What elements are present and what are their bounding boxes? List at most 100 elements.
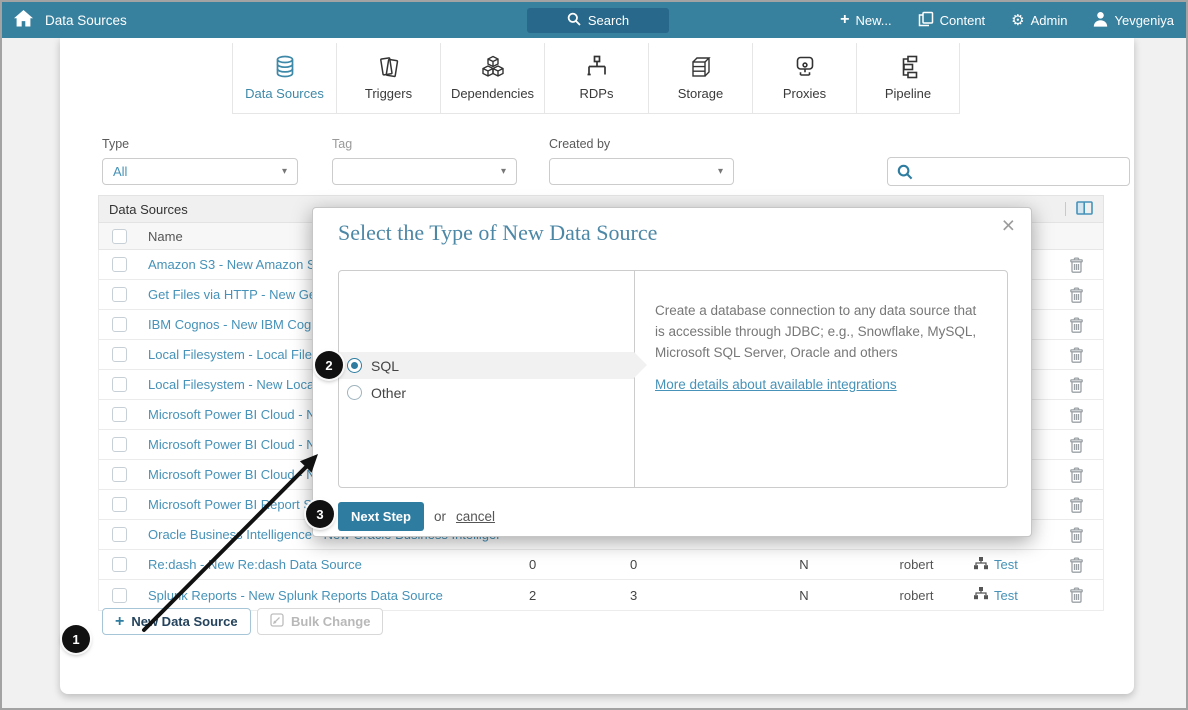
option-sql[interactable]: SQL <box>339 352 647 379</box>
node-tree-icon <box>584 52 610 80</box>
row-checkbox[interactable] <box>111 407 127 422</box>
radio-icon[interactable] <box>347 385 362 400</box>
row-value: 3 <box>630 587 638 603</box>
row-value: N <box>799 587 809 603</box>
option-other[interactable]: Other <box>339 379 634 406</box>
tab-data-sources[interactable]: Data Sources <box>232 43 336 113</box>
proxy-icon <box>792 52 818 80</box>
delete-icon[interactable] <box>1049 406 1103 423</box>
delete-icon[interactable] <box>1049 316 1103 333</box>
step-badge-2: 2 <box>315 351 343 379</box>
row-checkbox[interactable] <box>111 257 127 272</box>
tab-triggers[interactable]: Triggers <box>336 43 440 113</box>
tab-rdps[interactable]: RDPs <box>544 43 648 113</box>
row-value: N <box>799 557 809 572</box>
select-all-checkbox[interactable] <box>111 228 127 244</box>
datasource-link[interactable]: Splunk Reports - New Splunk Reports Data… <box>148 587 443 603</box>
columns-icon[interactable] <box>1076 200 1093 218</box>
tab-storage[interactable]: Storage <box>648 43 752 113</box>
tab-bar: Data Sources Triggers Dependencies RDPs <box>232 43 960 114</box>
gear-icon: ⚙ <box>1011 11 1025 29</box>
name-column-header: Name <box>148 228 183 244</box>
plus-icon: + <box>840 11 850 28</box>
modal-title: Select the Type of New Data Source <box>338 220 658 245</box>
delete-icon[interactable] <box>1049 436 1103 453</box>
user-icon <box>1093 11 1108 30</box>
row-value: 0 <box>630 557 638 572</box>
radio-selected-icon[interactable] <box>347 358 362 373</box>
created-by-filter-label: Created by <box>549 137 611 151</box>
search-icon <box>897 164 913 180</box>
integrations-link[interactable]: More details about available integration… <box>655 376 897 392</box>
row-owner: robert <box>899 557 934 572</box>
delete-icon[interactable] <box>1049 376 1103 393</box>
divider <box>1065 202 1066 216</box>
topbar-search-label: Search <box>587 13 630 28</box>
chevron-down-icon: ▾ <box>717 166 723 177</box>
row-value: 2 <box>529 587 537 603</box>
row-checkbox[interactable] <box>111 347 127 362</box>
datasource-link[interactable]: Re:dash - New Re:dash Data Source <box>148 557 362 572</box>
row-owner: robert <box>899 587 934 603</box>
database-icon <box>272 52 298 80</box>
storage-icon <box>688 52 714 80</box>
test-link[interactable]: Test <box>994 557 1018 572</box>
step-badge-3: 3 <box>306 500 334 528</box>
created-by-filter-select[interactable]: ▾ <box>549 158 734 185</box>
content-menu-button[interactable]: Content <box>918 11 985 30</box>
row-checkbox[interactable] <box>111 557 127 572</box>
folder-icon <box>918 11 934 30</box>
type-filter-label: Type <box>102 137 130 151</box>
page-title: Data Sources <box>45 12 127 28</box>
type-filter-select[interactable]: All ▾ <box>102 158 298 185</box>
row-checkbox[interactable] <box>111 377 127 392</box>
next-step-button[interactable]: Next Step <box>338 502 424 531</box>
row-checkbox[interactable] <box>111 527 127 542</box>
search-input[interactable] <box>918 159 1123 184</box>
row-checkbox[interactable] <box>111 317 127 332</box>
chevron-down-icon: ▾ <box>281 166 287 177</box>
delete-icon[interactable] <box>1049 556 1103 573</box>
table-search-box <box>887 157 1130 186</box>
table-title: Data Sources <box>109 201 188 217</box>
pencil-icon <box>270 613 284 630</box>
search-icon <box>567 12 581 29</box>
cancel-link[interactable]: cancel <box>455 509 496 524</box>
row-checkbox[interactable] <box>111 287 127 302</box>
tree-icon <box>974 556 988 573</box>
new-data-source-button[interactable]: + New Data Source <box>102 608 251 635</box>
home-icon[interactable] <box>14 10 33 30</box>
row-checkbox[interactable] <box>111 497 127 512</box>
bulk-change-button[interactable]: Bulk Change <box>257 608 384 635</box>
cubes-icon <box>480 52 506 80</box>
tab-dependencies[interactable]: Dependencies <box>440 43 544 113</box>
row-checkbox[interactable] <box>111 467 127 482</box>
option-description: Create a database connection to any data… <box>655 303 977 360</box>
close-icon[interactable]: × <box>1001 212 1015 238</box>
topbar-search-button[interactable]: Search <box>527 8 669 33</box>
pipeline-icon <box>895 52 921 80</box>
tree-icon <box>974 587 988 603</box>
delete-icon[interactable] <box>1049 496 1103 513</box>
delete-icon[interactable] <box>1049 346 1103 363</box>
delete-icon[interactable] <box>1049 526 1103 543</box>
tag-filter-select[interactable]: ▾ <box>332 158 517 185</box>
tag-filter-label: Tag <box>332 137 353 151</box>
row-checkbox[interactable] <box>111 437 127 452</box>
plus-icon: + <box>115 612 125 630</box>
type-picker-panel: SQL Other Create a database connection t… <box>338 270 1008 488</box>
new-datasource-modal: Select the Type of New Data Source × SQL… <box>312 207 1032 537</box>
delete-icon[interactable] <box>1049 466 1103 483</box>
test-link[interactable]: Test <box>994 587 1018 603</box>
delete-icon[interactable] <box>1049 256 1103 273</box>
tab-proxies[interactable]: Proxies <box>752 43 856 113</box>
user-menu-button[interactable]: Yevgeniya <box>1093 11 1174 30</box>
new-menu-button[interactable]: + New... <box>840 11 892 28</box>
tab-pipeline[interactable]: Pipeline <box>856 43 960 113</box>
table-row: Splunk Reports - New Splunk Reports Data… <box>99 580 1103 610</box>
row-checkbox[interactable] <box>111 587 127 603</box>
delete-icon[interactable] <box>1049 587 1103 603</box>
delete-icon[interactable] <box>1049 286 1103 303</box>
admin-menu-button[interactable]: ⚙ Admin <box>1011 11 1068 29</box>
